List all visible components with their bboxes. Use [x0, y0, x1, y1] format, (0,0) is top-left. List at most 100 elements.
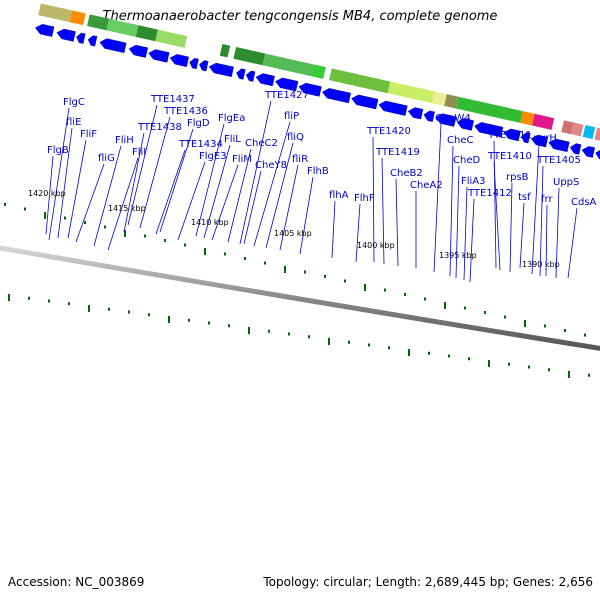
gene-leader-line	[75, 163, 105, 243]
gene-leader-line	[243, 170, 262, 245]
gene-arrow	[407, 107, 424, 120]
gene-label[interactable]: CheY8	[255, 160, 287, 171]
gene-label[interactable]: CheB2	[390, 168, 423, 179]
gene-label[interactable]: TTE1436	[163, 106, 208, 117]
gene-label[interactable]: FliA3	[461, 176, 486, 187]
inner-tick	[248, 327, 250, 334]
feature-block	[262, 53, 315, 77]
gene-label[interactable]: flhA	[329, 190, 349, 201]
gene-label[interactable]: FlgEa	[218, 113, 245, 124]
gene-label[interactable]: TTE1410	[487, 151, 532, 162]
gene-label[interactable]: TTE1438	[137, 122, 182, 133]
gene-leader-line	[203, 144, 231, 239]
gene-leader-line	[469, 198, 475, 283]
gene-label[interactable]: TTE1427	[264, 90, 309, 101]
gene-label[interactable]: FliL	[224, 134, 241, 145]
topology-text: Topology: circular; Length: 2,689,445 bp…	[263, 575, 593, 589]
gene-arrow	[169, 54, 189, 67]
feature-block	[233, 47, 266, 66]
gene-arrow	[56, 28, 76, 42]
feature-block	[455, 96, 523, 123]
gene-arrow	[322, 88, 351, 104]
outer-tick	[4, 203, 6, 206]
gene-arrow	[581, 146, 595, 158]
gene-label[interactable]: TTE1411	[487, 130, 532, 141]
gene-leader-line	[567, 207, 578, 279]
gene-label[interactable]: FliH	[115, 135, 134, 146]
gene-arrow	[35, 24, 55, 37]
gene-leader-line	[227, 148, 252, 243]
outer-tick	[344, 279, 346, 283]
gene-label[interactable]: TTE1434	[178, 139, 223, 150]
gene-label[interactable]: fliR	[292, 154, 308, 165]
gene-leader-line	[45, 155, 54, 235]
feature-block	[432, 91, 447, 106]
inner-tick	[448, 354, 450, 358]
gene-label[interactable]: CheA2	[410, 180, 443, 191]
gene-label[interactable]: frr	[541, 194, 553, 205]
gene-label[interactable]: fliP	[284, 111, 299, 122]
inner-tick	[48, 299, 50, 303]
gene-label[interactable]: fliQ	[287, 132, 304, 143]
gene-label[interactable]: FlgE3	[199, 151, 227, 162]
gene-leader-line	[545, 204, 548, 277]
gene-label[interactable]: FliM	[232, 154, 252, 165]
gene-label[interactable]: UppS	[553, 177, 579, 188]
gene-label[interactable]: fliG	[98, 153, 115, 164]
feature-block	[561, 120, 574, 135]
gene-label[interactable]: rpsB	[506, 172, 529, 183]
feature-block	[311, 64, 326, 79]
gene-leader-line	[93, 145, 122, 247]
gene-label[interactable]: FlhB	[307, 166, 329, 177]
inner-tick-marks	[8, 294, 590, 378]
gene-label[interactable]: TTE1419	[375, 147, 420, 158]
gene-leader-line	[155, 149, 186, 235]
gene-label[interactable]: TTE1420	[366, 126, 411, 137]
gene-arrow	[503, 128, 521, 142]
gene-label[interactable]: FliI	[132, 147, 146, 158]
genome-backbone	[0, 245, 600, 351]
gene-label[interactable]: CheC2	[245, 138, 278, 149]
outer-tick	[484, 311, 486, 314]
feature-block	[329, 68, 391, 94]
feature-block	[520, 111, 535, 126]
gene-arrow	[423, 110, 435, 122]
gene-label[interactable]: FliF	[80, 129, 97, 140]
gene-label[interactable]: FlgD	[187, 118, 210, 129]
gene-label[interactable]: FlgC	[63, 97, 85, 108]
inner-tick	[228, 324, 230, 328]
outer-tick	[464, 306, 466, 310]
gene-label[interactable]: tsf	[518, 192, 531, 203]
gene-arrow	[189, 58, 199, 70]
outer-tick	[184, 243, 186, 247]
gene-label[interactable]: TTE1405	[536, 155, 581, 166]
gene-leader-line	[239, 100, 272, 245]
inner-tick	[488, 360, 490, 367]
gene-labels: FlgCfliEFliFFlgBfliGFliHFliITTE1437TTE14…	[47, 90, 597, 208]
outer-tick	[384, 288, 386, 292]
gene-label[interactable]: FlgB	[47, 145, 69, 156]
inner-tick	[128, 310, 130, 314]
map-title: Thermoanaerobacter tengcongensis MB4, co…	[102, 9, 498, 24]
gene-label[interactable]: TTE1412	[467, 188, 512, 199]
inner-tick	[568, 371, 570, 378]
gene-label[interactable]: CheW4	[435, 113, 471, 124]
inner-tick	[168, 316, 170, 323]
gene-arrow	[236, 68, 246, 80]
gene-leader-line	[509, 182, 513, 273]
gene-label[interactable]: CheD	[453, 155, 480, 166]
gene-label[interactable]: pyrH	[533, 133, 557, 144]
outer-tick	[84, 221, 86, 224]
gene-leader-line	[139, 116, 171, 229]
gene-leader-line	[57, 127, 73, 239]
inner-tick	[8, 294, 10, 301]
outer-tick	[64, 216, 66, 220]
gene-label[interactable]: TTE1437	[150, 94, 195, 105]
inner-tick	[408, 349, 410, 356]
gene-arrow	[474, 122, 504, 138]
gene-label[interactable]: fliE	[66, 117, 81, 128]
gene-leader-line	[449, 145, 454, 277]
gene-label[interactable]: CheC	[447, 135, 473, 146]
gene-label[interactable]: CdsA	[571, 197, 597, 208]
gene-label[interactable]: FlhF	[354, 193, 375, 204]
